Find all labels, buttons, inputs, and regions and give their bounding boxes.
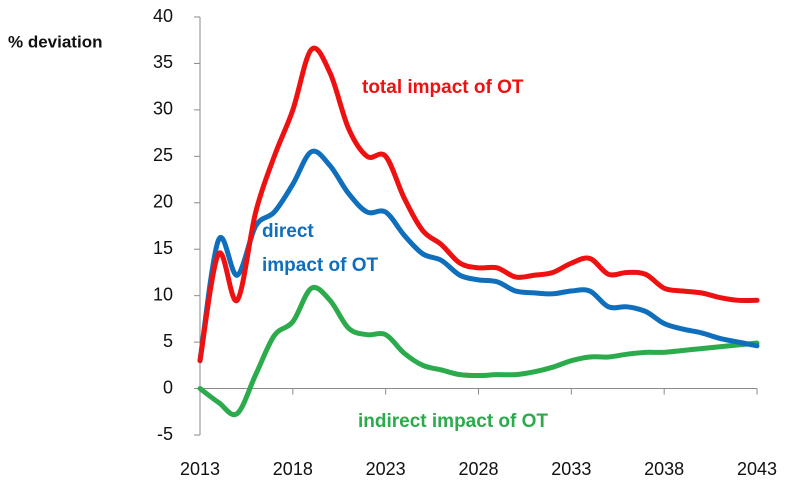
y-tick-label: 40: [153, 6, 173, 26]
x-tick-label: 2043: [737, 459, 777, 479]
x-tick-label: 2033: [551, 459, 591, 479]
x-tick-label: 2018: [273, 459, 313, 479]
x-tick-label: 2013: [180, 459, 220, 479]
y-tick-label: 20: [153, 192, 173, 212]
y-tick-label: 5: [163, 331, 173, 351]
y-tick-label: 30: [153, 99, 173, 119]
y-tick-label: 0: [163, 377, 173, 397]
series-line: [197, 45, 760, 364]
y-tick-label: 10: [153, 284, 173, 304]
x-tick-label: 2028: [458, 459, 498, 479]
y-tick-label: -5: [157, 424, 173, 444]
x-tick-label: 2023: [366, 459, 406, 479]
y-tick-label: 25: [153, 145, 173, 165]
y-tick-label: 15: [153, 238, 173, 258]
series-label: indirect impact of OT: [358, 411, 548, 432]
series-label: direct impact of OT: [262, 221, 379, 276]
series-label: total impact of OT: [362, 77, 524, 98]
series-line: [197, 148, 760, 364]
series-line: [197, 284, 760, 418]
y-axis-label: % deviation: [8, 32, 102, 51]
x-tick-label: 2038: [644, 459, 684, 479]
y-tick-label: 35: [153, 52, 173, 72]
